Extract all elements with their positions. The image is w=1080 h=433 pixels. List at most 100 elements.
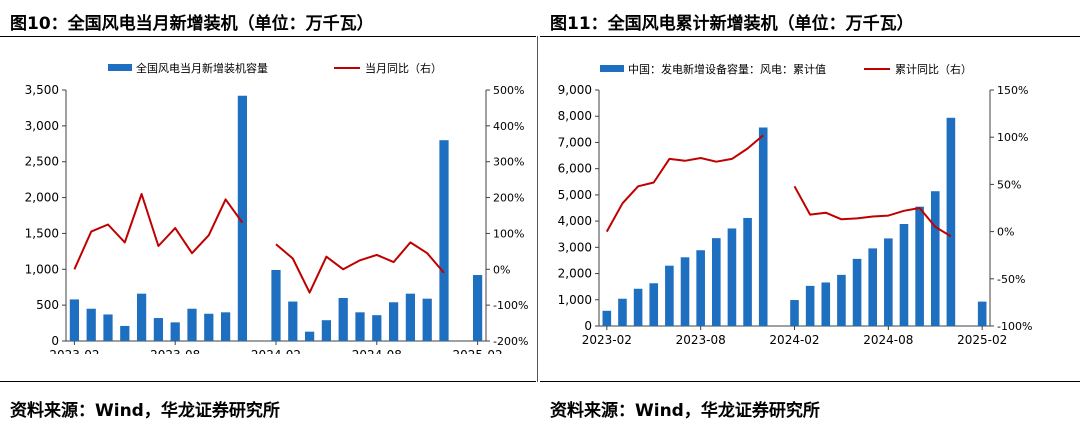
x-tick-label: 2025-02 — [957, 333, 1007, 347]
y-left-tick-label: 4,000 — [558, 214, 592, 228]
x-tick-label: 2024-02 — [769, 333, 819, 347]
bar — [304, 331, 315, 341]
bar — [288, 301, 298, 341]
x-tick-label: 2024-02 — [251, 348, 301, 354]
bar — [103, 314, 113, 341]
bar — [321, 320, 332, 341]
bar — [711, 238, 721, 326]
y-right-tick-label: -50% — [997, 273, 1025, 286]
legend-line-label: 当月同比（右） — [365, 61, 442, 75]
bar — [602, 310, 612, 326]
y-left-tick-label: 2,000 — [558, 267, 592, 281]
x-tick-label: 2023-02 — [49, 348, 99, 354]
bar — [204, 313, 214, 341]
y-right-tick-label: 100% — [997, 131, 1028, 144]
y-right-tick-label: 400% — [493, 120, 524, 133]
bar — [743, 217, 752, 326]
series-line — [605, 134, 764, 233]
bar — [120, 325, 130, 341]
bar — [439, 140, 449, 341]
bar — [338, 297, 348, 341]
series-line — [73, 193, 244, 270]
legend-bar-label: 中国：发电新增设备容量：风电：累计值 — [628, 62, 826, 76]
series-line — [275, 241, 445, 294]
bar — [899, 223, 909, 326]
legend-bar-swatch — [600, 65, 624, 72]
bar — [136, 293, 147, 341]
bar — [472, 275, 483, 341]
monthly-installation-chart: 全国风电当月新增装机容量 当月同比（右） 0 500 1,000 1,500 2,000 2,… — [25, 61, 529, 354]
bar — [405, 293, 416, 341]
bar — [946, 117, 956, 326]
y-left-tick-label: 0 — [584, 319, 592, 333]
bar — [170, 322, 180, 341]
bar — [86, 308, 96, 341]
y-left-tick-label: 2,000 — [25, 191, 59, 205]
y-right-tick-label: 500% — [493, 84, 524, 97]
bar — [837, 274, 846, 326]
y-left-tick-label: 3,500 — [25, 83, 59, 97]
bar — [915, 206, 924, 326]
y-left-tick-label: 2,500 — [25, 155, 59, 169]
bar — [187, 308, 197, 341]
bar — [271, 270, 281, 341]
y-right-tick-label: -100% — [493, 299, 528, 312]
y-right-tick-label: 200% — [493, 192, 524, 205]
y-left-tick-label: 1,000 — [25, 262, 59, 276]
y-left-tick-label: 500 — [36, 298, 59, 312]
x-tick-label: 2025-02 — [453, 348, 503, 354]
bar — [790, 300, 799, 326]
y-left-tick-label: 5,000 — [558, 188, 592, 202]
y-right-tick-label: 150% — [997, 84, 1028, 97]
y-right-tick-label: 0% — [493, 263, 510, 276]
bar — [930, 191, 940, 326]
bar — [665, 265, 674, 326]
x-tick-label: 2023-02 — [582, 333, 632, 347]
y-left-tick-label: 9,000 — [558, 83, 592, 97]
legend-bar-swatch — [108, 64, 132, 71]
bar — [649, 283, 659, 326]
bar — [69, 299, 80, 341]
y-right-tick-label: 0% — [997, 226, 1014, 239]
y-right-tick-label: 50% — [997, 178, 1021, 191]
x-tick-label: 2024-08 — [352, 348, 402, 354]
bar — [355, 312, 365, 341]
panel-divider — [537, 36, 538, 382]
bar — [977, 301, 987, 326]
bottom-rule — [540, 381, 1080, 382]
y-left-tick-label: 0 — [51, 334, 59, 348]
bar — [805, 285, 815, 326]
top-rule — [540, 36, 1080, 37]
y-left-tick-label: 8,000 — [558, 109, 592, 123]
bar — [758, 127, 768, 327]
y-left-tick-label: 3,000 — [558, 240, 592, 254]
chart-title: 图11：全国风电累计新增装机（单位：万千瓦） — [550, 14, 914, 34]
bar — [153, 318, 164, 341]
y-left-tick-label: 1,000 — [558, 293, 592, 307]
bar — [868, 248, 878, 326]
right-panel: 图11：全国风电累计新增装机（单位：万千瓦） 中国：发电新增设备容量：风电：累计… — [540, 0, 1080, 433]
source-note: 资料来源：Wind，华龙证券研究所 — [10, 401, 280, 421]
bar — [680, 257, 690, 326]
bar — [372, 315, 382, 341]
bar — [696, 250, 705, 326]
bottom-rule — [0, 381, 536, 382]
chart-title: 图10：全国风电当月新增装机（单位：万千瓦） — [10, 14, 374, 34]
source-note: 资料来源：Wind，华龙证券研究所 — [550, 401, 820, 421]
y-right-tick-label: 300% — [493, 156, 524, 169]
legend-line-label: 累计同比（右） — [895, 62, 972, 76]
bar — [388, 302, 399, 341]
y-right-tick-label: -200% — [493, 335, 528, 348]
bar — [727, 228, 737, 326]
bar — [422, 298, 432, 341]
cumulative-installation-chart: 中国：发电新增设备容量：风电：累计值 累计同比（右） 0 1,000 2,000 3,00… — [558, 62, 1033, 347]
y-left-tick-label: 3,000 — [25, 119, 59, 133]
x-tick-label: 2023-08 — [676, 333, 726, 347]
y-right-tick-label: 100% — [493, 227, 524, 240]
left-panel: 图10：全国风电当月新增装机（单位：万千瓦） 全国风电当月新增装机容量 当月同比（… — [0, 0, 536, 433]
bar — [852, 258, 862, 326]
y-left-tick-label: 7,000 — [558, 135, 592, 149]
y-left-tick-label: 1,500 — [25, 226, 59, 240]
x-tick-label: 2024-08 — [863, 333, 913, 347]
y-right-tick-label: -100% — [997, 320, 1032, 333]
